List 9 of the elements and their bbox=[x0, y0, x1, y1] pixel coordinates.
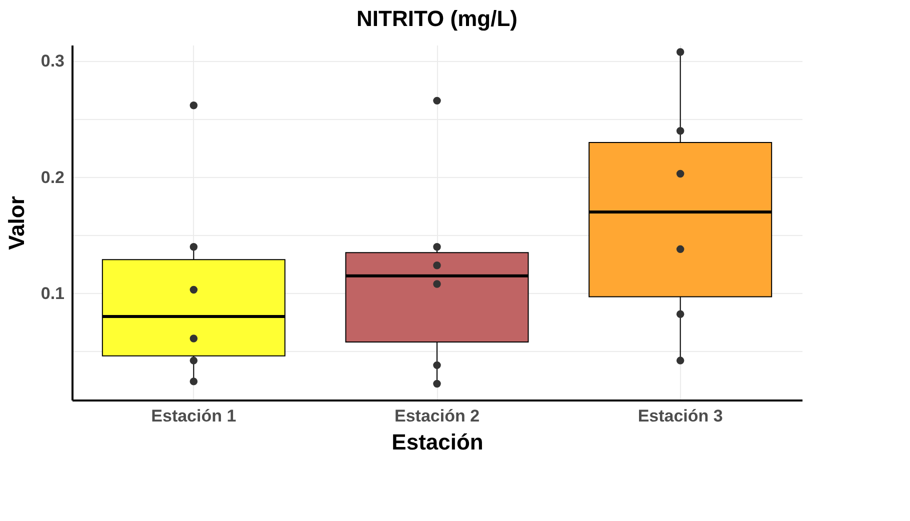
y-tick-label: 0.1 bbox=[40, 284, 64, 303]
y-tick-label: 0.2 bbox=[40, 168, 64, 187]
y-axis-title: Valor bbox=[4, 196, 29, 250]
chart-title: NITRITO (mg/L) bbox=[356, 6, 518, 31]
x-tick-label: Estación 2 bbox=[394, 406, 480, 426]
x-tick-label: Estación 1 bbox=[151, 406, 236, 426]
x-axis-title: Estación bbox=[392, 430, 484, 454]
y-tick-label: 0.3 bbox=[40, 52, 64, 71]
x-tick-label: Estación 3 bbox=[638, 406, 723, 426]
